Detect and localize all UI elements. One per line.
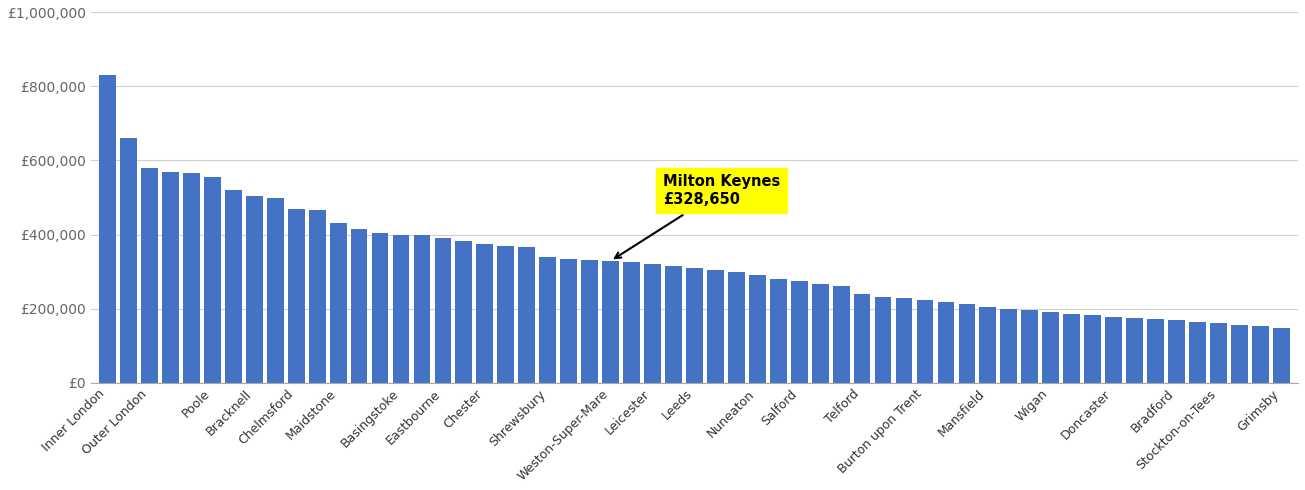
Bar: [581, 260, 598, 383]
Bar: [266, 197, 283, 383]
Bar: [1231, 325, 1248, 383]
Bar: [162, 172, 179, 383]
Bar: [224, 190, 241, 383]
Bar: [435, 238, 452, 383]
Bar: [833, 286, 850, 383]
Bar: [1272, 328, 1289, 383]
Bar: [518, 247, 535, 383]
Bar: [455, 241, 472, 383]
Bar: [1022, 310, 1039, 383]
Bar: [1251, 326, 1268, 383]
Bar: [141, 168, 158, 383]
Bar: [245, 196, 262, 383]
Bar: [204, 177, 221, 383]
Bar: [99, 75, 116, 383]
Bar: [1001, 309, 1017, 383]
Bar: [770, 279, 787, 383]
Bar: [539, 257, 556, 383]
Bar: [686, 268, 703, 383]
Bar: [1168, 320, 1185, 383]
Bar: [393, 235, 410, 383]
Bar: [414, 235, 431, 383]
Bar: [1126, 318, 1143, 383]
Bar: [874, 296, 891, 383]
Bar: [1064, 314, 1081, 383]
Bar: [372, 233, 389, 383]
Bar: [476, 244, 493, 383]
Bar: [1084, 315, 1101, 383]
Bar: [351, 229, 368, 383]
Bar: [560, 259, 577, 383]
Bar: [1043, 312, 1060, 383]
Bar: [645, 264, 660, 383]
Bar: [812, 285, 829, 383]
Bar: [1105, 317, 1122, 383]
Text: Milton Keynes
£328,650: Milton Keynes £328,650: [615, 174, 780, 258]
Bar: [937, 302, 954, 383]
Bar: [707, 270, 724, 383]
Bar: [1189, 322, 1206, 383]
Bar: [749, 275, 766, 383]
Bar: [916, 300, 933, 383]
Bar: [497, 245, 514, 383]
Bar: [309, 211, 325, 383]
Bar: [624, 262, 639, 383]
Bar: [853, 294, 870, 383]
Bar: [1147, 319, 1164, 383]
Bar: [120, 138, 137, 383]
Bar: [980, 307, 996, 383]
Bar: [1210, 323, 1227, 383]
Bar: [895, 298, 912, 383]
Bar: [330, 223, 347, 383]
Bar: [791, 281, 808, 383]
Bar: [183, 173, 200, 383]
Bar: [958, 304, 975, 383]
Bar: [602, 261, 619, 383]
Bar: [728, 271, 745, 383]
Bar: [666, 266, 681, 383]
Bar: [288, 209, 304, 383]
